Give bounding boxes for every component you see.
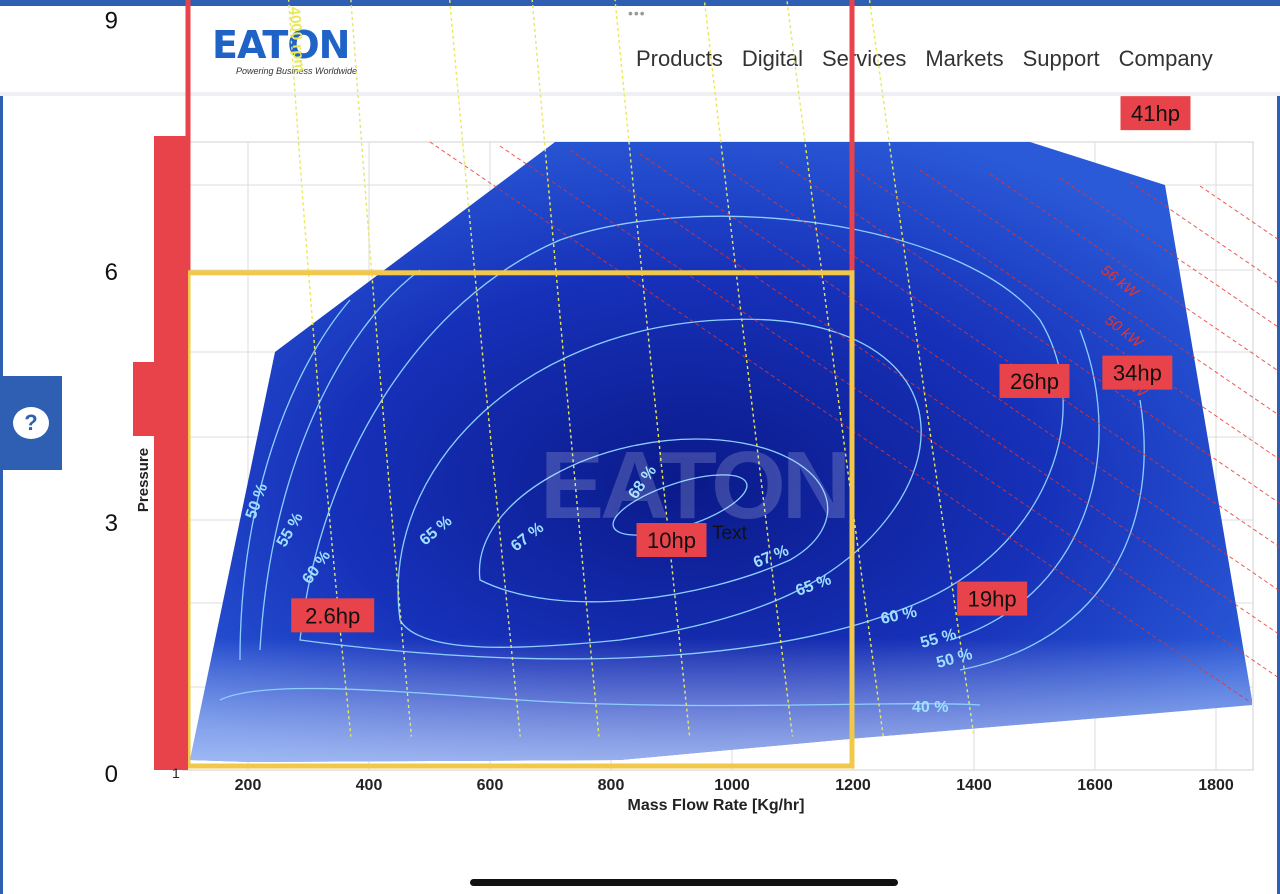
- eff-contour-40: [219, 687, 981, 707]
- speed-line: [531, 0, 600, 737]
- home-indicator[interactable]: [470, 879, 898, 886]
- speed-line: [614, 0, 691, 737]
- chart-watermark: EATON: [540, 432, 847, 539]
- speed-line-label: 4000 rpm: [286, 6, 308, 73]
- hp-label: 2.6hp: [305, 603, 360, 628]
- eaton-logo[interactable]: EATON Powering Business Worldwide: [212, 26, 357, 76]
- hp-label-box: [999, 363, 1070, 398]
- x-tick-label: 1000: [714, 777, 750, 794]
- hp-label: 34hp: [1113, 361, 1162, 386]
- red-pressure-bar: [154, 136, 188, 770]
- annotation-text: Text: [712, 523, 748, 544]
- x-tick-label: 400: [356, 777, 383, 794]
- hp-label-box: [636, 523, 707, 558]
- x-axis-label: Mass Flow Rate [Kg/hr]: [628, 797, 805, 814]
- eff-contour-60: [299, 215, 1064, 660]
- eff-label: 40 %: [912, 699, 948, 716]
- axis-ticks: 20040060080010001200140016001800036912: [105, 8, 1234, 794]
- power-line: [499, 145, 1280, 680]
- nav-services[interactable]: Services: [821, 46, 907, 71]
- site-header: EATON Powering Business Worldwide Produc…: [0, 6, 1280, 96]
- hp-label-box: [957, 581, 1028, 616]
- logo-wordmark: EATON: [212, 23, 350, 67]
- nav-company[interactable]: Company: [1118, 46, 1213, 71]
- hp-label: 26hp: [1010, 369, 1059, 394]
- logo-tagline: Powering Business Worldwide: [236, 66, 358, 76]
- eff-contour-50: [239, 299, 1145, 671]
- hp-label: 41hp: [1131, 101, 1180, 126]
- y-tick-label: 3: [105, 510, 118, 537]
- y-tick-label: 6: [105, 259, 118, 286]
- y-tick-label: 0: [105, 761, 118, 788]
- nav-products[interactable]: Products: [636, 46, 723, 71]
- y-axis-label: Pressure: [135, 448, 152, 512]
- efficiency-contours: [219, 215, 1145, 707]
- x-tick-label: 1400: [956, 777, 992, 794]
- eff-contour-55: [259, 269, 1100, 651]
- x-tick-label: 600: [477, 777, 504, 794]
- help-question-icon: ?: [13, 407, 49, 439]
- hp-label: 19hp: [968, 587, 1017, 612]
- hp-label: 10hp: [647, 528, 696, 553]
- x-tick-label: 800: [598, 777, 625, 794]
- nav-markets[interactable]: Markets: [925, 46, 1004, 71]
- x-tick-label: 1600: [1077, 777, 1113, 794]
- power-line: [569, 149, 1280, 636]
- speed-line: [868, 0, 975, 737]
- hp-label-box: [1102, 355, 1173, 390]
- hp-annotations: 2.6hp10hp19hp26hp34hp41hp50hp: [291, 96, 1191, 633]
- x-tick-label: 1800: [1198, 777, 1234, 794]
- red-bar-label: 1: [172, 765, 180, 781]
- speed-line: [449, 0, 521, 737]
- eff-contour-67: [478, 438, 829, 603]
- eff-contour-65: [397, 318, 922, 648]
- speed-line: [350, 0, 413, 737]
- red-bar-tab: [133, 362, 157, 436]
- x-tick-label: 200: [235, 777, 262, 794]
- x-tick-label: 1200: [835, 777, 871, 794]
- hp-label-box: [291, 598, 375, 633]
- help-button[interactable]: ?: [0, 376, 62, 470]
- main-nav: Products Digital Services Markets Suppor…: [636, 46, 1232, 72]
- hp-label-box: [1120, 96, 1191, 131]
- y-tick-label: 9: [105, 8, 118, 35]
- nav-support[interactable]: Support: [1022, 46, 1100, 71]
- top-accent-bar: [0, 0, 1280, 6]
- power-line: [429, 141, 1251, 703]
- right-frame: [1277, 0, 1280, 894]
